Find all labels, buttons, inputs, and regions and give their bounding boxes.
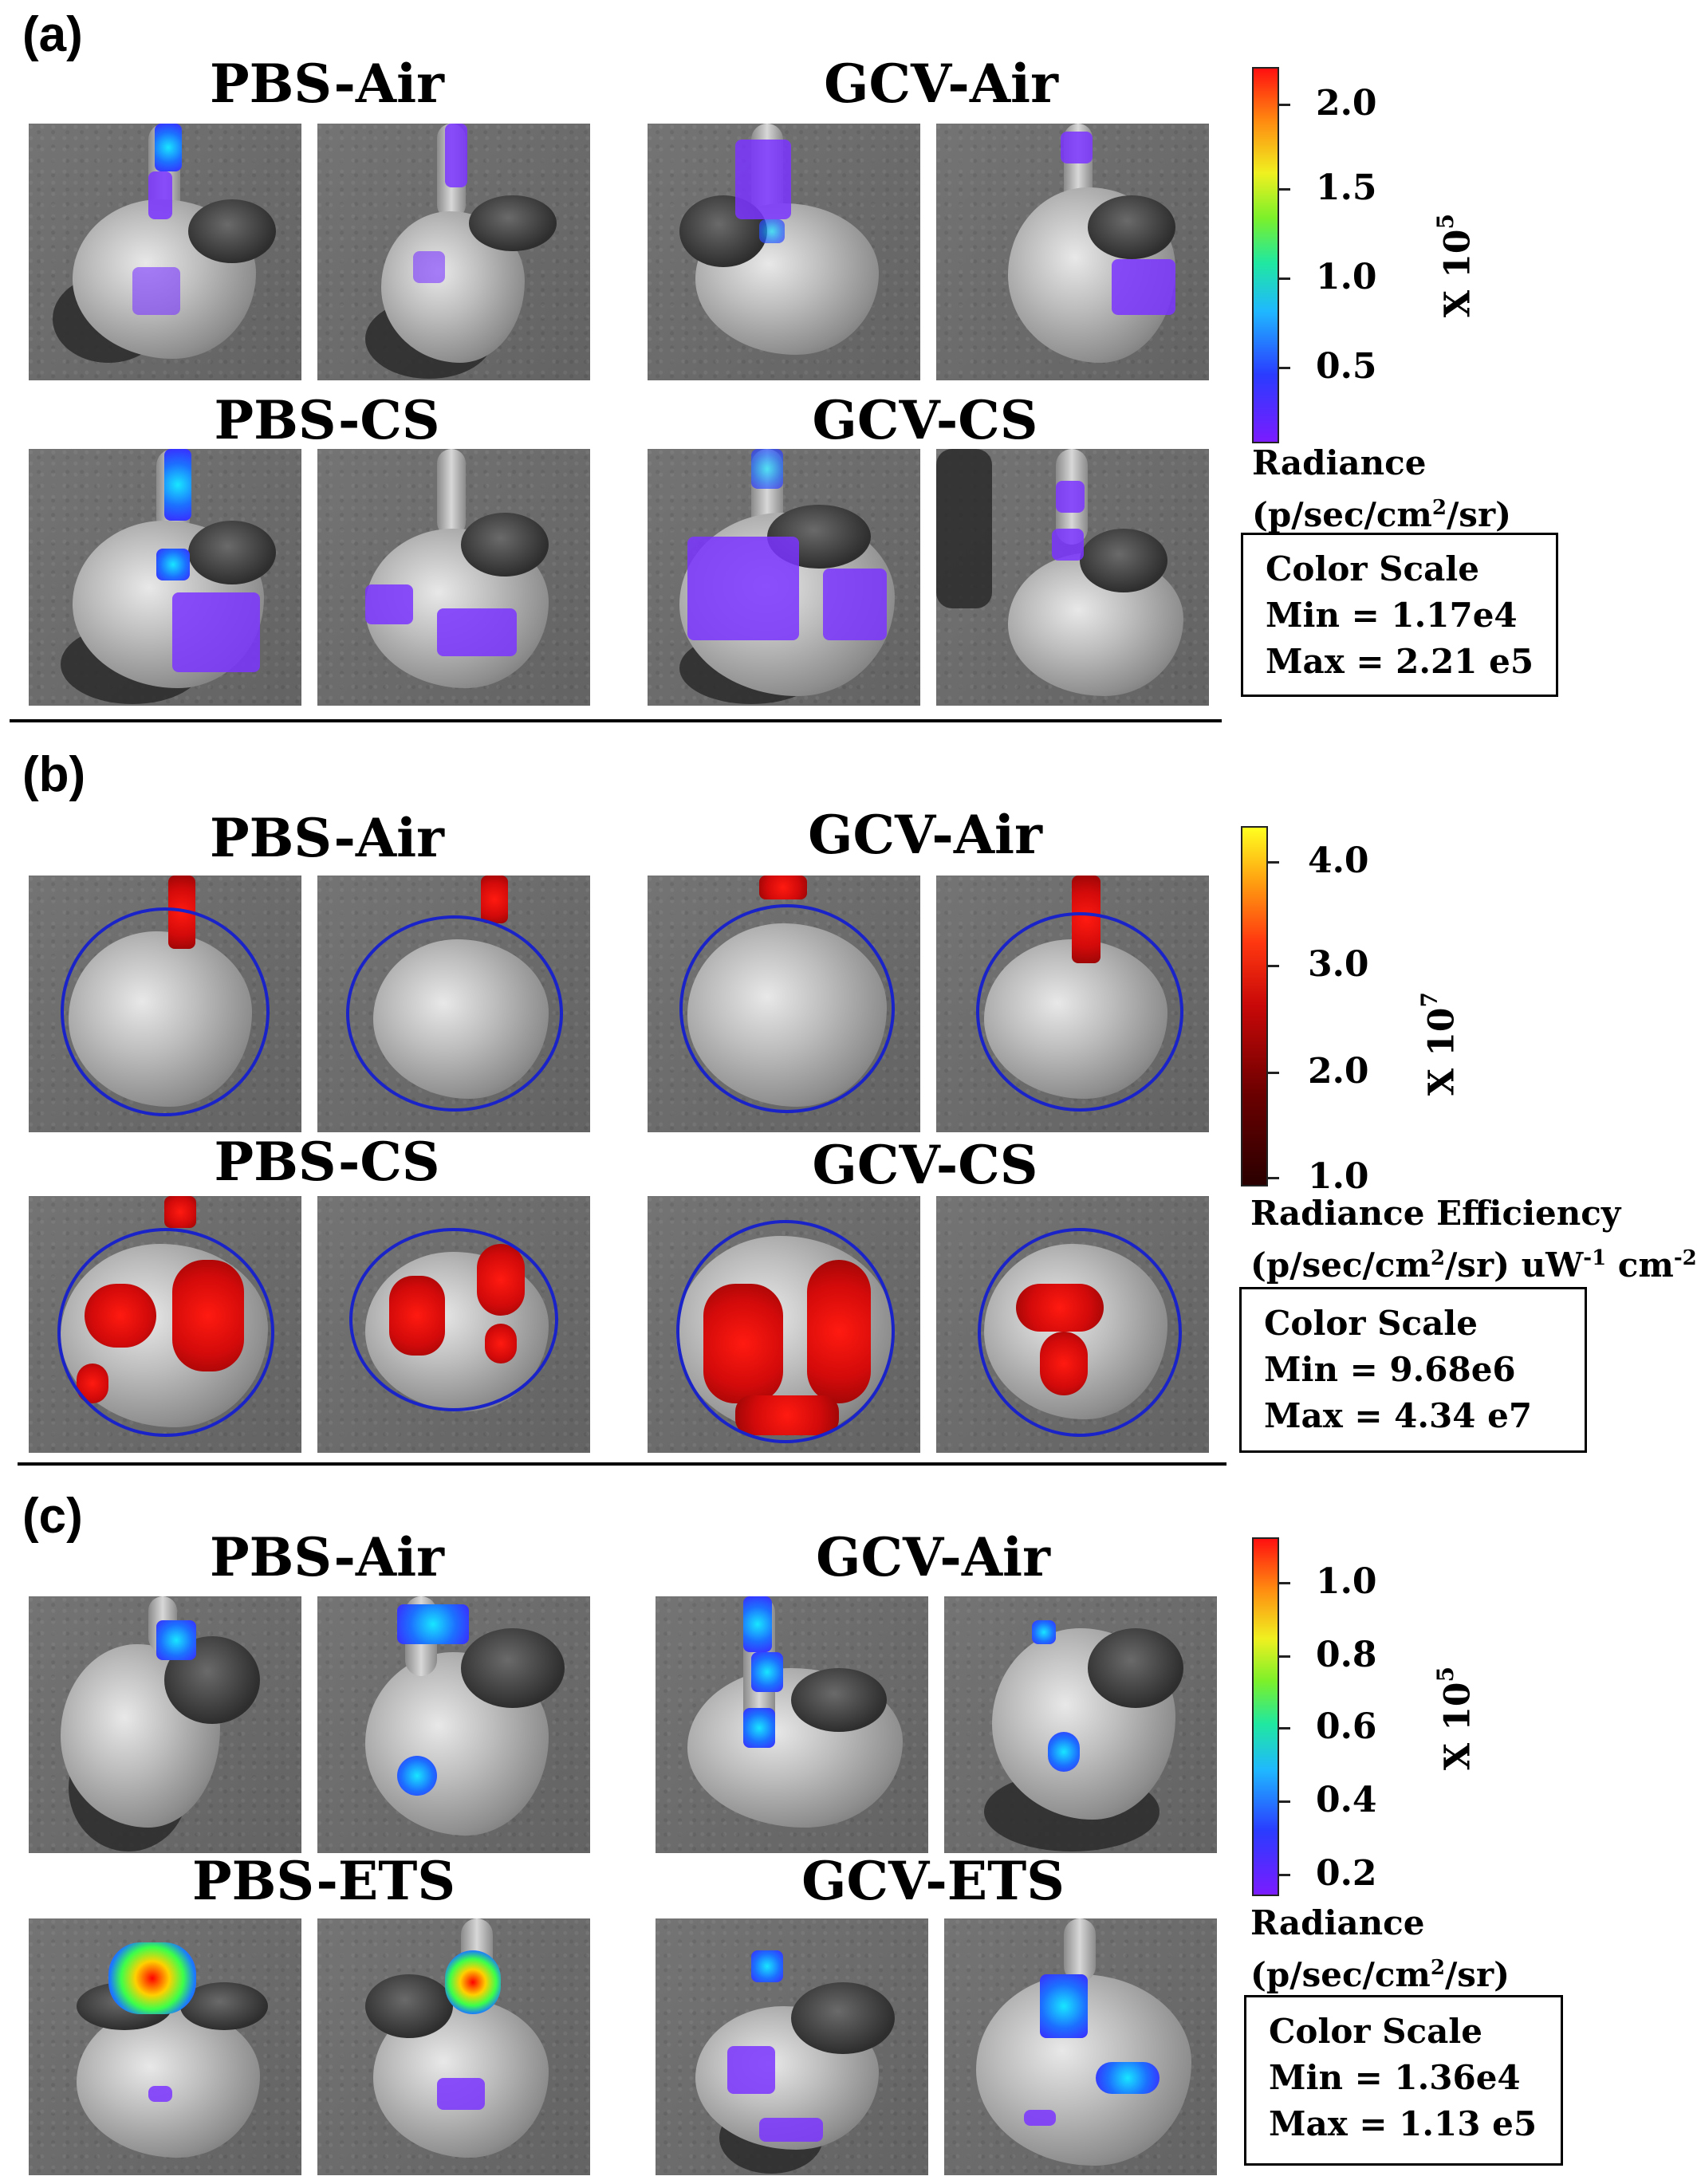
panel-b-letter: (b) (22, 747, 86, 802)
panel-a-tick-2-0: 2.0 (1316, 83, 1377, 124)
panel-c-tick-0-6: 0.6 (1316, 1706, 1377, 1747)
panel-a-units: Radiance (p/sec/cm2/sr) (1252, 443, 1511, 534)
panel-c-image-pbs-ets-1 (29, 1918, 301, 2175)
panel-c-colorbar (1252, 1537, 1279, 1896)
panel-c-image-pbs-air-2 (317, 1596, 590, 1853)
panel-c-image-gcv-air-2 (944, 1596, 1217, 1853)
panel-c-tick-0-2: 0.2 (1316, 1853, 1377, 1894)
panel-b-image-gcv-air-2 (936, 876, 1209, 1132)
panel-b-tick-4-0: 4.0 (1308, 840, 1369, 881)
panel-a-letter: (a) (22, 7, 83, 62)
panel-b-color-scale-box: Color Scale Min = 9.68e6 Max = 4.34 e7 (1239, 1287, 1587, 1453)
panel-a-image-pbs-air-1 (29, 124, 301, 380)
panel-c-image-gcv-ets-1 (656, 1918, 928, 2175)
panel-b-colorbar (1241, 826, 1268, 1186)
panel-a-title-pbs-air: PBS-Air (210, 53, 444, 115)
panel-c-title-pbs-ets: PBS-ETS (192, 1850, 455, 1912)
panel-b-tick-3-0: 3.0 (1308, 944, 1369, 985)
panel-a-image-pbs-air-2 (317, 124, 590, 380)
panel-c-title-gcv-ets: GCV-ETS (801, 1850, 1065, 1912)
panel-a-image-gcv-air-1 (648, 124, 920, 380)
panel-b-image-pbs-cs-2 (317, 1196, 590, 1453)
panel-c-units: Radiance (p/sec/cm2/sr) (1250, 1903, 1510, 1994)
panel-c-tick-0-8: 0.8 (1316, 1635, 1377, 1675)
panel-b-image-gcv-air-1 (648, 876, 920, 1132)
panel-a-tick-1-0: 1.0 (1316, 257, 1377, 297)
panel-a-color-scale-box: Color Scale Min = 1.17e4 Max = 2.21 e5 (1241, 533, 1558, 697)
panel-b-tick-2-0: 2.0 (1308, 1051, 1369, 1092)
panel-a-image-gcv-air-2 (936, 124, 1209, 380)
panel-c-title-pbs-air: PBS-Air (210, 1526, 444, 1588)
panel-a-image-pbs-cs-2 (317, 449, 590, 706)
panel-c-letter: (c) (22, 1489, 83, 1544)
panel-c-image-pbs-ets-2 (317, 1918, 590, 2175)
panel-a-image-pbs-cs-1 (29, 449, 301, 706)
panel-a-image-gcv-cs-1 (648, 449, 920, 706)
panel-b-title-gcv-air: GCV-Air (808, 804, 1042, 866)
panel-b-title-pbs-air: PBS-Air (210, 807, 444, 869)
divider-a-b (10, 719, 1222, 722)
panel-c-color-scale-box: Color Scale Min = 1.36e4 Max = 1.13 e5 (1244, 1995, 1563, 2166)
panel-a-image-gcv-cs-2 (936, 449, 1209, 706)
panel-a-scale-multiplier: X 105 (1432, 214, 1478, 318)
panel-a-colorbar (1252, 67, 1279, 443)
panel-c-image-gcv-air-1 (656, 1596, 928, 1853)
panel-c-image-pbs-air-1 (29, 1596, 301, 1853)
panel-a-tick-0-5: 0.5 (1316, 346, 1377, 387)
panel-b-image-pbs-air-1 (29, 876, 301, 1132)
panel-b-image-pbs-air-2 (317, 876, 590, 1132)
panel-a-title-pbs-cs: PBS-CS (214, 389, 440, 451)
panel-b-tick-1-0: 1.0 (1308, 1156, 1369, 1197)
panel-c-image-gcv-ets-2 (944, 1918, 1217, 2175)
panel-a-title-gcv-air: GCV-Air (824, 53, 1058, 115)
divider-b-c (18, 1462, 1226, 1466)
panel-a-tick-1-5: 1.5 (1316, 167, 1377, 208)
panel-b-image-gcv-cs-1 (648, 1196, 920, 1453)
panel-b-scale-multiplier: X 107 (1416, 992, 1463, 1096)
panel-c-tick-0-4: 0.4 (1316, 1780, 1377, 1820)
panel-c-scale-multiplier: X 105 (1432, 1667, 1478, 1771)
panel-a-title-gcv-cs: GCV-CS (812, 389, 1038, 451)
panel-b-title-gcv-cs: GCV-CS (812, 1134, 1038, 1196)
panel-c-title-gcv-air: GCV-Air (816, 1526, 1050, 1588)
panel-c-tick-1-0: 1.0 (1316, 1561, 1377, 1602)
panel-b-image-gcv-cs-2 (936, 1196, 1209, 1453)
panel-b-title-pbs-cs: PBS-CS (214, 1131, 440, 1193)
panel-b-image-pbs-cs-1 (29, 1196, 301, 1453)
panel-b-units: Radiance Efficiency (p/sec/cm2/sr) uW-1 … (1250, 1194, 1697, 1285)
